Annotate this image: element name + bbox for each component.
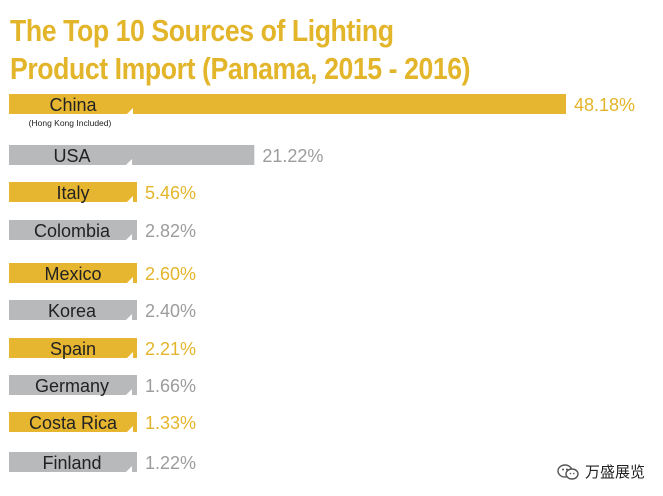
category-label-colombia: Colombia [34, 221, 111, 241]
category-label-italy: Italy [56, 183, 89, 203]
category-label-germany: Germany [35, 376, 109, 396]
chart-title-line2: Product Import (Panama, 2015 - 2016) [10, 51, 471, 86]
wechat-icon [557, 463, 579, 480]
tab-notch-italy [127, 196, 133, 202]
category-label-mexico: Mexico [44, 264, 101, 284]
value-label-finland: 1.22% [145, 453, 196, 473]
value-label-korea: 2.40% [145, 301, 196, 321]
tab-notch-germany [126, 389, 132, 395]
category-tab-germany [12, 379, 132, 395]
bar-row-mexico: Mexico 2.60% [9, 263, 196, 284]
category-tab-colombia [12, 224, 132, 240]
watermark: 万盛展览 [557, 461, 645, 482]
category-tab-usa [12, 149, 132, 165]
category-tab-finland [12, 456, 132, 472]
tab-notch-colombia [126, 234, 132, 240]
bar-row-colombia: Colombia 2.82% [9, 220, 196, 241]
tab-notch-china [127, 108, 133, 114]
watermark-text: 万盛展览 [584, 464, 645, 481]
category-tab-italy [13, 186, 133, 202]
category-note-china: (Hong Kong Included) [29, 118, 112, 128]
bar-row-finland: Finland 1.22% [9, 452, 196, 473]
tab-notch-mexico [127, 277, 133, 283]
chart-title: The Top 10 Sources of Lighting Product I… [10, 12, 471, 88]
tab-notch-finland [126, 466, 132, 472]
bar-row-germany: Germany 1.66% [9, 375, 196, 396]
tab-notch-korea [126, 314, 132, 320]
category-label-spain: Spain [50, 339, 96, 359]
value-label-usa: 21.22% [262, 146, 323, 166]
category-tab-spain [13, 342, 133, 358]
bar-row-italy: Italy 5.46% [9, 182, 196, 203]
value-label-spain: 2.21% [145, 339, 196, 359]
tab-notch-spain [127, 352, 133, 358]
value-label-mexico: 2.60% [145, 264, 196, 284]
category-label-usa: USA [53, 146, 90, 166]
value-label-colombia: 2.82% [145, 221, 196, 241]
category-tab-mexico [13, 267, 133, 283]
category-label-costa-rica: Costa Rica [29, 413, 118, 433]
value-label-costa-rica: 1.33% [145, 413, 196, 433]
bar-row-spain: Spain 2.21% [9, 338, 196, 359]
bar-row-costa-rica: Costa Rica 1.33% [9, 412, 196, 433]
tab-notch-usa [126, 159, 132, 165]
value-label-germany: 1.66% [145, 376, 196, 396]
value-label-china: 48.18% [574, 95, 635, 115]
category-tab-china [13, 98, 133, 114]
category-tab-korea [12, 304, 132, 320]
chart-title-line1: The Top 10 Sources of Lighting [10, 13, 394, 48]
category-label-china: China [49, 95, 97, 115]
bar-row-usa: USA 21.22% [9, 145, 323, 166]
value-label-italy: 5.46% [145, 183, 196, 203]
tab-notch-costa-rica [127, 426, 133, 432]
category-tab-costa-rica [13, 416, 133, 432]
bar-row-korea: Korea 2.40% [9, 300, 196, 321]
bar-row-china: China 48.18% (Hong Kong Included) [9, 94, 635, 128]
category-label-finland: Finland [42, 453, 101, 473]
category-label-korea: Korea [48, 301, 97, 321]
bar-china [9, 94, 566, 114]
